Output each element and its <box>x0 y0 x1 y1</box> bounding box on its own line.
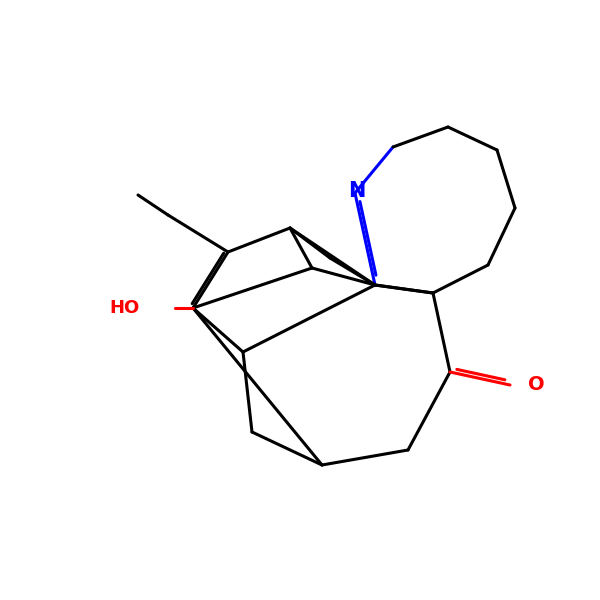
Text: N: N <box>349 181 365 201</box>
Text: O: O <box>528 376 545 395</box>
Text: HO: HO <box>110 299 140 317</box>
